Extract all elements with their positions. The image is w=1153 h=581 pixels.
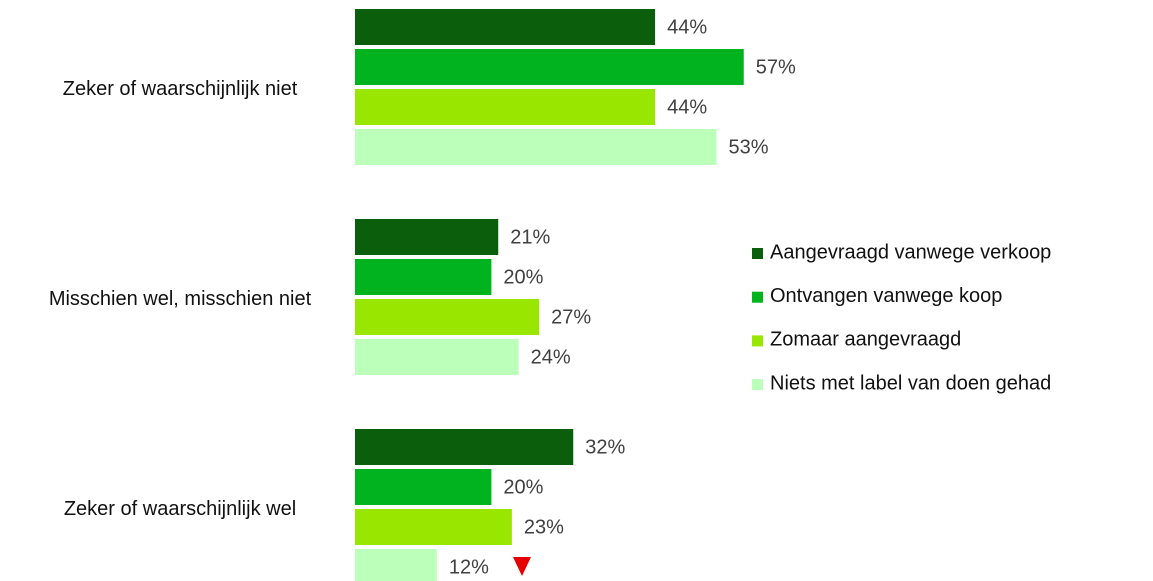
value-label: 44% <box>667 16 707 38</box>
value-label: 21% <box>510 226 550 248</box>
value-label: 57% <box>756 56 796 78</box>
category-label-box: Misschien wel, misschien niet <box>48 288 312 310</box>
value-label: 23% <box>524 516 564 538</box>
significance-marker <box>513 557 531 576</box>
bar <box>355 339 519 375</box>
legend-label: Aangevraagd vanwege verkoop <box>770 241 1051 263</box>
category-label: Zeker of waarschijnlijk niet <box>62 78 298 100</box>
legend-label: Niets met label van doen gehad <box>770 372 1051 394</box>
value-label: 20% <box>503 476 543 498</box>
legend-swatch <box>752 291 763 303</box>
bar <box>355 219 499 255</box>
bar <box>355 509 512 545</box>
value-label: 24% <box>531 346 571 368</box>
category-label-box: Zeker of waarschijnlijk niet <box>62 78 298 100</box>
value-label: 44% <box>667 96 707 118</box>
legend-label: Ontvangen vanwege koop <box>770 285 1002 307</box>
category-label: Misschien wel, misschien niet <box>48 288 312 310</box>
bar <box>355 299 540 335</box>
category-label: Zeker of waarschijnlijk wel <box>63 498 297 520</box>
bar <box>355 49 744 85</box>
value-label: 32% <box>585 436 625 458</box>
bar <box>355 429 574 465</box>
bar <box>355 549 437 581</box>
legend-swatch <box>752 335 763 347</box>
bar <box>355 9 656 45</box>
bar <box>355 469 492 505</box>
value-label: 53% <box>728 136 768 158</box>
legend-label: Zomaar aangevraagd <box>770 329 961 351</box>
bar <box>355 259 492 295</box>
legend-swatch <box>752 379 763 391</box>
legend-swatch <box>752 248 763 259</box>
value-label: 20% <box>503 266 543 288</box>
bar <box>355 89 656 125</box>
value-label: 12% <box>449 556 489 578</box>
bar <box>355 129 717 165</box>
category-label-box: Zeker of waarschijnlijk wel <box>63 498 297 520</box>
value-label: 27% <box>551 306 591 328</box>
